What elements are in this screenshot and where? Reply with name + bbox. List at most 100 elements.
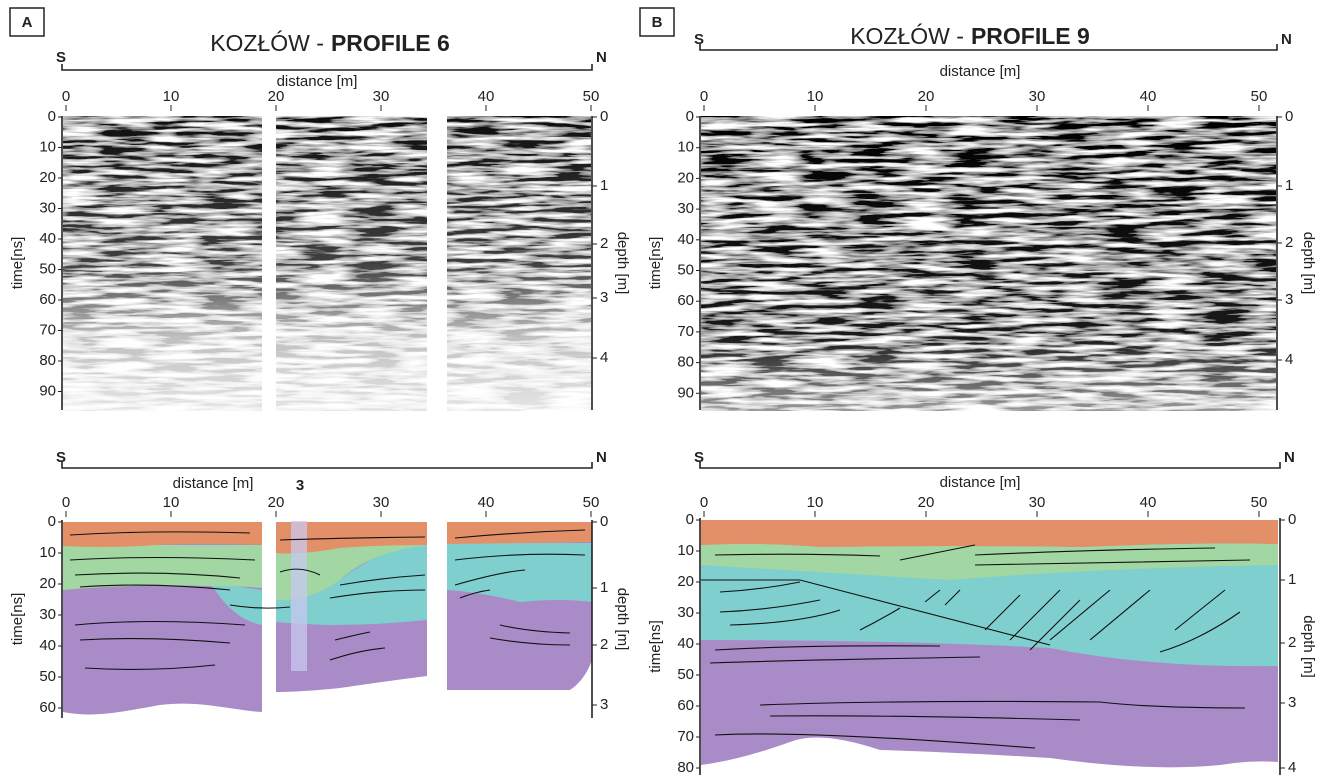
time-tick-label: 20 [39, 575, 56, 592]
side-label: N [596, 49, 607, 66]
time-tick-label: 80 [39, 352, 56, 369]
title-profile: PROFILE 9 [971, 23, 1090, 49]
time-tick-label: 60 [39, 291, 56, 308]
time-tick-label: 20 [39, 169, 56, 186]
time-tick-label: 40 [39, 637, 56, 654]
panel-label: B [652, 14, 663, 31]
distance-axis [699, 462, 1281, 469]
distance-axis [61, 462, 593, 469]
x-tick-label: 10 [163, 88, 180, 105]
depth-tick-label: 0 [600, 108, 608, 125]
x-tick-label: 10 [807, 88, 824, 105]
time-tick-label: 50 [39, 668, 56, 685]
x-tick-label: 20 [268, 494, 285, 511]
x-tick-label: 50 [1251, 494, 1268, 511]
time-tick-label: 20 [677, 169, 694, 186]
depth-tick-label: 2 [600, 636, 608, 653]
x-tick-label: 20 [268, 88, 285, 105]
time-axis-label: time[ns] [9, 593, 26, 646]
x-tick-label: 20 [918, 88, 935, 105]
time-tick-label: 90 [39, 382, 56, 399]
side-label: S [694, 449, 704, 466]
marker-label: 3 [296, 477, 304, 494]
radargram-b [701, 116, 1276, 411]
x-axis-label: distance [m] [940, 63, 1021, 80]
x-tick-label: 0 [700, 88, 708, 105]
x-tick-label: 10 [163, 494, 180, 511]
x-tick-label: 30 [1029, 88, 1046, 105]
time-axis-label: time[ns] [9, 237, 26, 290]
x-tick-label: 30 [373, 494, 390, 511]
time-tick-label: 30 [677, 604, 694, 621]
time-tick-label: 90 [677, 384, 694, 401]
title-profile: PROFILE 6 [331, 30, 450, 56]
x-axis-label: distance [m] [173, 475, 254, 492]
time-tick-label: 80 [677, 354, 694, 371]
distance-axis [61, 64, 593, 71]
side-label: N [1284, 449, 1295, 466]
depth-tick-label: 2 [600, 235, 608, 252]
depth-tick-label: 1 [600, 579, 608, 596]
title-site: KOZŁÓW - [850, 23, 964, 49]
depth-tick-label: 0 [1288, 511, 1296, 528]
time-tick-label: 10 [39, 544, 56, 561]
x-tick-label: 0 [62, 494, 70, 511]
panel-title: KOZŁÓW - PROFILE 9 [850, 23, 1090, 49]
depth-tick-label: 2 [1285, 234, 1293, 251]
side-label: S [694, 31, 704, 48]
depth-tick-label: 1 [1288, 571, 1296, 588]
time-tick-label: 0 [686, 511, 694, 528]
time-tick-label: 40 [677, 231, 694, 248]
x-tick-label: 40 [1140, 88, 1157, 105]
time-tick-label: 70 [677, 728, 694, 745]
time-tick-label: 60 [677, 292, 694, 309]
interpretation-a [63, 521, 592, 715]
depth-tick-label: 2 [1288, 634, 1296, 651]
time-tick-label: 70 [677, 323, 694, 340]
time-tick-label: 20 [677, 573, 694, 590]
time-tick-label: 10 [677, 542, 694, 559]
side-label: S [56, 449, 66, 466]
title-site: KOZŁÓW - [210, 30, 324, 56]
time-tick-label: 40 [677, 635, 694, 652]
time-axis-label: time[ns] [647, 237, 664, 290]
interpretation-b [701, 520, 1278, 768]
side-label: N [596, 449, 607, 466]
x-tick-label: 0 [700, 494, 708, 511]
panel-label-box [9, 7, 45, 37]
depth-axis-label: depth [m] [1300, 615, 1317, 678]
panel-title: KOZŁÓW - PROFILE 6 [210, 30, 450, 56]
x-tick-label: 30 [373, 88, 390, 105]
time-tick-label: 70 [39, 321, 56, 338]
panel-label-box [639, 7, 675, 37]
x-tick-label: 50 [583, 88, 600, 105]
depth-tick-label: 3 [600, 696, 608, 713]
time-tick-label: 10 [39, 138, 56, 155]
time-tick-label: 0 [48, 108, 56, 125]
time-axis-label: time[ns] [647, 620, 664, 673]
time-tick-label: 0 [686, 108, 694, 125]
x-axis-label: distance [m] [277, 73, 358, 90]
depth-axis-label: depth [m] [614, 232, 631, 295]
depth-tick-label: 3 [600, 289, 608, 306]
depth-tick-label: 3 [1288, 694, 1296, 711]
x-tick-label: 50 [583, 494, 600, 511]
x-tick-label: 40 [1140, 494, 1157, 511]
depth-tick-label: 0 [600, 513, 608, 530]
distance-axis [699, 44, 1278, 51]
time-tick-label: 60 [39, 699, 56, 716]
time-tick-label: 30 [39, 199, 56, 216]
x-axis-label: distance [m] [940, 474, 1021, 491]
side-label: N [1281, 31, 1292, 48]
time-tick-label: 10 [677, 139, 694, 156]
depth-tick-label: 1 [600, 177, 608, 194]
time-tick-label: 30 [39, 606, 56, 623]
time-tick-label: 0 [48, 513, 56, 530]
time-tick-label: 50 [677, 666, 694, 683]
depth-tick-label: 3 [1285, 291, 1293, 308]
